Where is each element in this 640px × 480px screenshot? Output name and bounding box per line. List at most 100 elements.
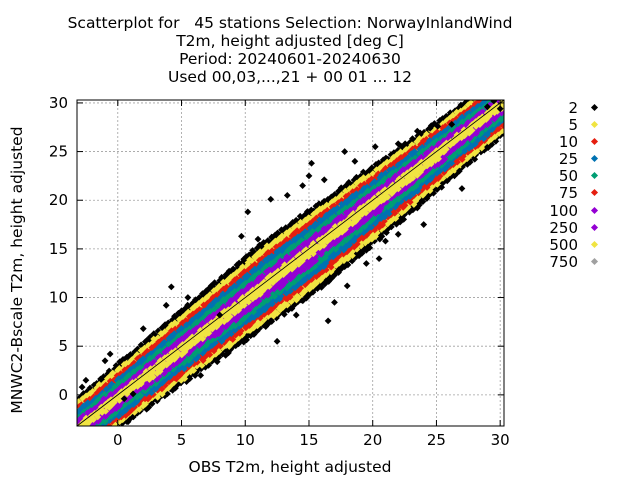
data-point xyxy=(54,431,61,438)
data-point xyxy=(64,406,71,413)
data-point xyxy=(56,428,63,435)
data-point xyxy=(63,437,70,444)
data-point xyxy=(74,435,81,442)
data-point xyxy=(243,336,251,344)
data-point xyxy=(64,433,71,440)
data-point xyxy=(363,243,371,250)
data-point xyxy=(52,424,59,431)
data-point xyxy=(52,429,59,436)
data-point xyxy=(503,124,504,125)
data-point xyxy=(61,421,68,428)
data-point xyxy=(240,338,248,346)
data-point xyxy=(76,442,83,449)
data-point xyxy=(76,432,83,439)
data-point xyxy=(485,90,492,97)
data-point xyxy=(65,428,72,435)
data-point xyxy=(509,125,516,132)
data-point xyxy=(505,121,512,128)
data-point xyxy=(75,430,82,437)
data-point xyxy=(269,234,276,242)
data-point xyxy=(56,423,63,430)
data-point xyxy=(100,427,107,434)
data-point xyxy=(80,446,87,453)
data-point xyxy=(69,443,76,450)
data-point xyxy=(61,416,68,423)
data-point xyxy=(495,87,502,94)
data-point xyxy=(99,428,106,435)
data-point xyxy=(68,415,75,422)
data-point xyxy=(56,428,63,435)
data-point xyxy=(66,412,73,419)
data-point xyxy=(82,436,89,443)
data-point xyxy=(503,93,510,100)
data-point xyxy=(80,444,87,451)
data-point xyxy=(61,435,68,442)
data-point xyxy=(67,414,74,421)
data-point xyxy=(90,437,97,444)
data-point xyxy=(355,252,363,260)
data-point xyxy=(49,422,56,429)
data-point xyxy=(59,435,66,442)
data-point xyxy=(491,89,498,96)
data-point xyxy=(70,426,77,433)
data-point xyxy=(73,434,80,441)
data-point xyxy=(69,405,76,412)
data-point xyxy=(505,127,512,134)
data-point xyxy=(481,92,488,99)
data-point xyxy=(82,429,89,436)
data-point xyxy=(512,105,519,112)
data-point xyxy=(79,434,86,441)
data-point xyxy=(70,427,77,434)
data-point xyxy=(60,420,67,427)
data-point xyxy=(69,432,76,439)
data-point xyxy=(41,421,48,428)
data-point xyxy=(163,390,171,398)
data-point xyxy=(59,423,66,430)
data-point xyxy=(74,435,81,442)
data-point xyxy=(76,436,83,443)
data-point xyxy=(96,429,103,436)
data-point xyxy=(479,100,481,101)
data-point xyxy=(77,437,84,444)
data-point xyxy=(55,425,62,432)
data-point xyxy=(91,426,98,433)
data-point xyxy=(505,93,512,100)
data-point xyxy=(61,426,68,433)
data-point xyxy=(507,89,514,96)
data-point xyxy=(169,383,177,391)
data-point xyxy=(79,440,86,447)
data-point xyxy=(508,113,515,120)
data-point xyxy=(58,413,65,420)
data-point xyxy=(179,308,187,316)
data-point xyxy=(280,310,288,318)
data-point xyxy=(69,421,76,428)
data-point xyxy=(472,92,479,99)
data-point xyxy=(74,446,81,453)
data-point xyxy=(513,111,520,118)
data-point xyxy=(48,417,55,424)
data-point xyxy=(102,435,109,442)
data-point xyxy=(86,445,93,452)
data-point xyxy=(87,430,94,437)
data-point xyxy=(56,415,63,422)
data-point xyxy=(512,117,519,124)
data-point xyxy=(497,89,504,96)
data-point xyxy=(66,440,73,447)
data-point xyxy=(77,431,84,438)
data-point xyxy=(64,422,71,429)
data-point xyxy=(53,414,60,421)
data-point xyxy=(76,437,83,444)
data-point xyxy=(480,86,487,93)
data-point xyxy=(510,110,517,117)
data-point xyxy=(93,428,100,435)
data-point xyxy=(64,423,71,430)
data-point xyxy=(54,420,61,427)
data-point xyxy=(119,355,127,363)
data-point xyxy=(68,408,75,415)
data-point xyxy=(80,440,87,447)
data-point xyxy=(52,413,59,420)
data-point xyxy=(105,425,106,426)
data-point xyxy=(69,431,76,438)
data-point xyxy=(312,202,320,210)
data-point xyxy=(78,425,80,426)
